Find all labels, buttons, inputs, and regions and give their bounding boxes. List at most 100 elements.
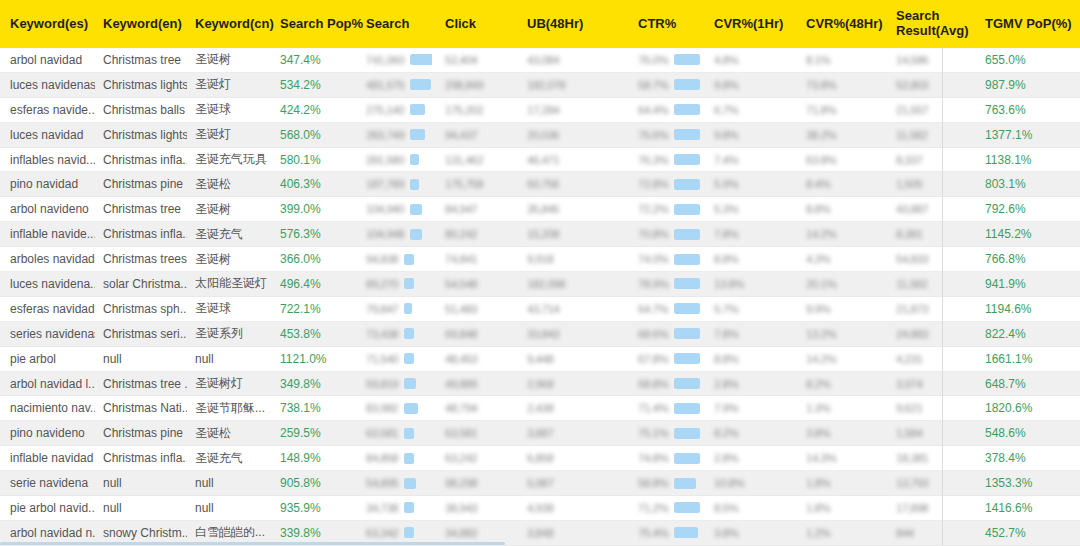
table-row: pie arbol navid...nullnull935.9%34,73838… — [0, 496, 1080, 521]
cell-en: Christmas tree — [95, 48, 187, 72]
redacted-value: 63,342 — [366, 527, 398, 539]
cell-sr: 13,793 — [880, 471, 980, 495]
redacted-value: 3.8% — [714, 527, 738, 539]
cell-search: 89,270 — [360, 272, 432, 296]
table-row: luces navidenasChristmas lights圣诞灯534.2%… — [0, 73, 1080, 98]
redacted-value: 4,938 — [527, 502, 553, 514]
cell-value: 圣诞松 — [195, 176, 231, 193]
cell-tgmv: 1416.6% — [980, 496, 1080, 520]
cell-value: 347.4% — [280, 53, 321, 67]
cell-ub: 3,848 — [512, 521, 612, 545]
redacted-value: 54,895 — [366, 477, 398, 489]
column-header-ctr[interactable]: CTR% — [612, 0, 700, 48]
cell-cn: 圣诞树灯 — [187, 372, 272, 396]
redacted-value: 4.8% — [714, 54, 738, 66]
cell-es: pino navidad — [0, 172, 95, 196]
redacted-value: 8.2% — [714, 427, 738, 439]
redacted-value: 8,337 — [896, 154, 922, 166]
cell-value: 534.2% — [280, 78, 321, 92]
cell-es: luces navidenas — [0, 73, 95, 97]
table-row: pino navidadChristmas pine圣诞松406.3%187,7… — [0, 172, 1080, 197]
cell-ub: 6,858 — [512, 446, 612, 470]
cell-cvr1: 8.8% — [700, 247, 790, 271]
cell-value: Christmas trees — [103, 252, 187, 266]
redacted-value: 7.8% — [714, 228, 738, 240]
cell-tgmv: 941.9% — [980, 272, 1080, 296]
cell-value: 763.6% — [985, 103, 1026, 117]
column-header-pop[interactable]: Search Pop% — [272, 0, 360, 48]
cell-value: 648.7% — [985, 377, 1026, 391]
cell-cn: 圣诞节耶稣... — [187, 396, 272, 420]
redacted-value: 3,974 — [896, 378, 922, 390]
redacted-value: 14,586 — [896, 54, 928, 66]
redacted-value: 14.2% — [806, 228, 836, 240]
table-row: inflable navidadChristmas infla...圣诞充气14… — [0, 446, 1080, 471]
redacted-value: 59,819 — [366, 378, 398, 390]
cell-click: 94,437 — [432, 123, 512, 147]
cell-cn: 圣诞树 — [187, 48, 272, 72]
column-header-cvr1[interactable]: CVR%(1Hr) — [700, 0, 790, 48]
cell-value: luces navidad — [10, 128, 83, 142]
table-row: serie navidenanullnull905.8%54,89598,298… — [0, 471, 1080, 496]
cell-pop: 453.8% — [272, 322, 360, 346]
column-header-sr[interactable]: Search Result(Avg) — [880, 0, 980, 48]
redacted-value: 275,140 — [366, 104, 404, 116]
cell-value: 822.4% — [985, 327, 1026, 341]
highlight-bar — [410, 229, 422, 240]
highlight-bar — [410, 154, 419, 165]
cell-ub: 15,208 — [512, 222, 612, 246]
cell-value: inflable navide... — [10, 227, 95, 241]
redacted-value: 80,242 — [445, 228, 477, 240]
cell-en: Christmas seri... — [95, 322, 187, 346]
cell-es: inflables navid... — [0, 148, 95, 172]
highlight-bar — [674, 378, 700, 389]
column-header-tgmv[interactable]: TGMV PoP(%) — [980, 0, 1080, 48]
cell-click: 54,548 — [432, 272, 512, 296]
horizontal-scrollbar-thumb[interactable] — [0, 542, 505, 545]
cell-pop: 399.0% — [272, 197, 360, 221]
cell-cvr1: 2.8% — [700, 372, 790, 396]
redacted-value: 73.8% — [806, 79, 836, 91]
highlight-bar — [410, 179, 419, 190]
cell-value: 1138.1% — [985, 153, 1031, 167]
cell-pop: 722.1% — [272, 297, 360, 321]
cell-click: 175,758 — [432, 172, 512, 196]
column-header-search[interactable]: Search — [360, 0, 432, 48]
redacted-value: 64.7% — [638, 303, 668, 315]
cell-cvr48: 38.2% — [790, 123, 880, 147]
column-header-es[interactable]: Keyword(es) — [0, 0, 95, 48]
column-header-click[interactable]: Click — [432, 0, 512, 48]
redacted-value: 49,889 — [445, 378, 477, 390]
cell-pop: 349.8% — [272, 372, 360, 396]
cell-en: Christmas pine — [95, 421, 187, 445]
cell-value: Christmas seri... — [103, 327, 187, 341]
cell-pop: 259.5% — [272, 421, 360, 445]
cell-value: 987.9% — [985, 78, 1026, 92]
redacted-value: 20,036 — [527, 129, 559, 141]
redacted-value: 58.8% — [638, 378, 668, 390]
cell-ub: 182,078 — [512, 73, 612, 97]
redacted-value: 52,404 — [445, 54, 477, 66]
cell-value: snowy Christm... — [103, 526, 187, 540]
redacted-value: 283,749 — [366, 129, 404, 141]
column-header-cvr48[interactable]: CVR%(48Hr) — [790, 0, 880, 48]
redacted-value: 7.8% — [714, 328, 738, 340]
redacted-value: 8.8% — [806, 203, 830, 215]
column-header-ub[interactable]: UB(48Hr) — [512, 0, 612, 48]
redacted-value: 6.7% — [714, 104, 738, 116]
redacted-value: 84,947 — [445, 203, 477, 215]
cell-value: Christmas infla... — [103, 153, 187, 167]
cell-click: 131,462 — [432, 148, 512, 172]
redacted-value: 104,940 — [366, 203, 404, 215]
redacted-value: 11,582 — [896, 129, 927, 141]
cell-cvr48: 73.8% — [790, 73, 880, 97]
column-header-cn[interactable]: Keyword(cn) — [187, 0, 272, 48]
cell-en: Christmas pine — [95, 172, 187, 196]
cell-pop: 424.2% — [272, 98, 360, 122]
cell-cn: null — [187, 471, 272, 495]
cell-click: 63,581 — [432, 421, 512, 445]
cell-cvr48: 1.2% — [790, 521, 880, 545]
cell-tgmv: 763.6% — [980, 98, 1080, 122]
cell-cvr1: 4.8% — [700, 48, 790, 72]
column-header-en[interactable]: Keyword(en) — [95, 0, 187, 48]
